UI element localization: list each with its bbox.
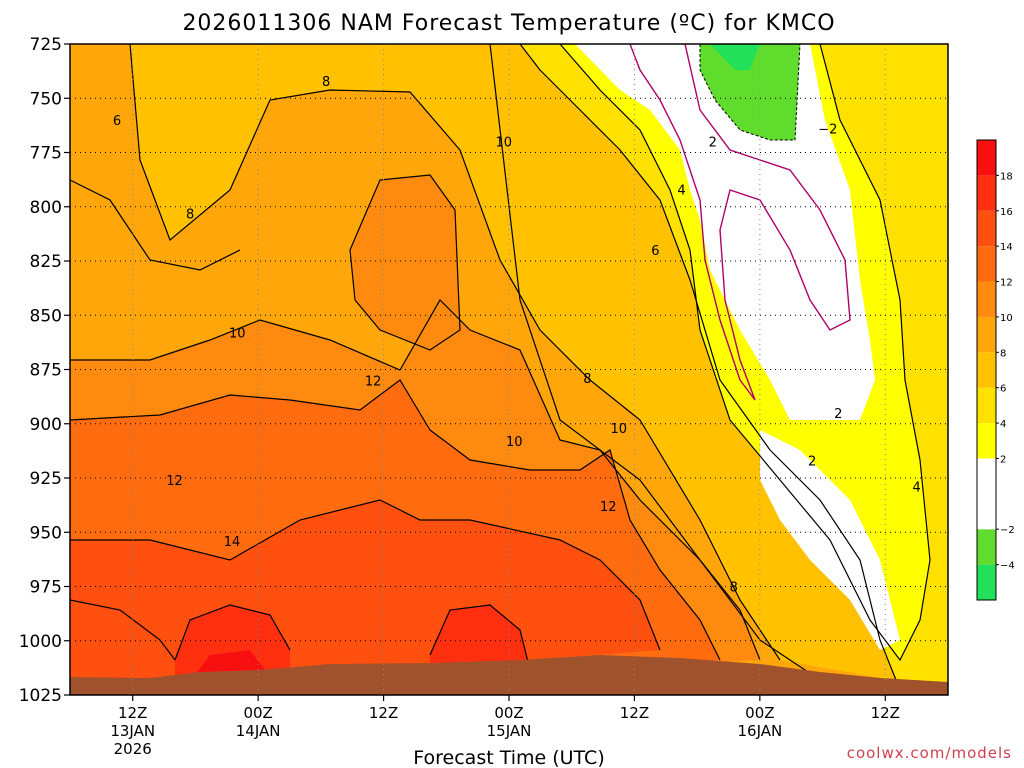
x-tick-label: 00Z — [243, 704, 272, 722]
contour-label: 12 — [166, 474, 183, 489]
x-tick-label: 00Z — [745, 704, 774, 722]
band-minus2-2 — [575, 44, 875, 420]
x-tick-label: 12Z — [620, 704, 649, 722]
colorbar-tick-label: 2 — [1000, 454, 1006, 465]
contour-label: 10 — [610, 422, 627, 437]
contour-label: 8 — [186, 207, 194, 222]
x-tick-label: 14JAN — [236, 722, 281, 740]
contour-labels: 6 8 8 10 10 12 12 14 10 10 12 8 6 4 2 8 −2 2 2 4 — [113, 75, 921, 596]
contour-label: 2 — [709, 136, 717, 151]
contour-label: 4 — [677, 183, 685, 198]
y-tick-label: 900 — [30, 415, 62, 435]
x-tick-label: 13JAN — [110, 722, 155, 740]
x-tick-label: 15JAN — [487, 722, 532, 740]
y-tick-label: 775 — [30, 144, 62, 164]
colorbar-swatch — [977, 387, 996, 424]
colorbar-swatch — [977, 140, 996, 176]
y-tick-label: 850 — [30, 306, 62, 326]
y-tick-label: 750 — [30, 89, 62, 109]
colorbar-tick-label: −2 — [1000, 525, 1015, 536]
y-axis: 725 750 775 800 825 850 875 900 925 950 975 1000 102… — [19, 35, 70, 706]
band-10-12-cell — [350, 175, 460, 350]
colorbar-swatch — [977, 246, 996, 282]
contour-label: 2 — [834, 407, 842, 422]
contour-label: −2 — [818, 123, 837, 138]
subzero-lines — [699, 44, 801, 141]
colorbar-tick-label: 6 — [1000, 384, 1006, 395]
colorbar-swatch — [977, 458, 996, 530]
colorbar-tick-label: 18 — [1000, 171, 1013, 182]
contour-label: 6 — [651, 244, 659, 259]
y-tick-label: 1025 — [19, 686, 62, 706]
contour-label: 12 — [365, 374, 382, 389]
y-tick-label: 1000 — [19, 632, 62, 652]
contour-label: 2 — [808, 455, 816, 470]
colorbar-swatch — [977, 281, 996, 317]
y-tick-label: 925 — [30, 469, 62, 489]
colorbar-swatch — [977, 564, 996, 600]
x-tick-label: 16JAN — [737, 722, 782, 740]
x-tick-label: 12Z — [369, 704, 398, 722]
band-16-18-b — [430, 605, 530, 670]
isotherm-lines — [70, 44, 931, 691]
y-tick-label: 950 — [30, 523, 62, 543]
contour-label: 10 — [496, 136, 513, 151]
freezing-lines — [629, 44, 851, 401]
contour-label: 10 — [506, 435, 523, 450]
contour-label: 4 — [913, 481, 921, 496]
contour-label: 8 — [583, 372, 591, 387]
gridlines — [70, 44, 948, 695]
contour-label: 14 — [224, 535, 241, 550]
x-axis-label: Forecast Time (UTC) — [413, 747, 604, 768]
colorbar-tick-label: 8 — [1000, 348, 1006, 359]
contour-label: 8 — [322, 75, 330, 90]
colorbar-frame — [976, 139, 997, 601]
colorbar: 18 16 14 12 10 8 6 4 2 −2 −4 — [976, 139, 1015, 601]
band-minus4-minus2 — [700, 44, 800, 140]
colorbar-tick-label: 10 — [1000, 313, 1013, 324]
colorbar-tick-label: 14 — [1000, 242, 1013, 253]
credit-text: coolwx.com/models — [847, 744, 1012, 762]
contour-label: 12 — [600, 500, 617, 515]
colorbar-swatch — [977, 423, 996, 459]
y-tick-label: 975 — [30, 578, 62, 598]
x-tick-label: 2026 — [114, 740, 152, 758]
contour-label: 6 — [113, 114, 121, 129]
colorbar-tick-label: −4 — [1000, 561, 1015, 572]
y-tick-label: 725 — [30, 35, 62, 55]
colorbar-tick-label: 16 — [1000, 207, 1013, 218]
x-tick-label: 12Z — [118, 704, 147, 722]
chart-title: 2026011306 NAM Forecast Temperature (ºC)… — [182, 11, 835, 36]
colorbar-swatch — [977, 529, 996, 565]
y-tick-label: 800 — [30, 198, 62, 218]
x-tick-label: 00Z — [494, 704, 523, 722]
colorbar-swatch — [977, 352, 996, 388]
colorbar-swatch — [977, 316, 996, 353]
plot-area: 6 8 8 10 10 12 12 14 10 10 12 8 6 4 2 8 −2 2 2 4 — [70, 44, 948, 695]
x-tick-label: 12Z — [871, 704, 900, 722]
colorbar-swatch — [977, 210, 996, 247]
contour-label: 8 — [730, 581, 738, 596]
y-tick-label: 825 — [30, 252, 62, 272]
y-tick-label: 875 — [30, 361, 62, 381]
band-minus6-minus4 — [710, 44, 760, 70]
colorbar-swatch — [977, 175, 996, 211]
contour-label: 10 — [229, 327, 246, 342]
colorbar-tick-label: 4 — [1000, 419, 1006, 430]
colorbar-tick-label: 12 — [1000, 278, 1013, 289]
